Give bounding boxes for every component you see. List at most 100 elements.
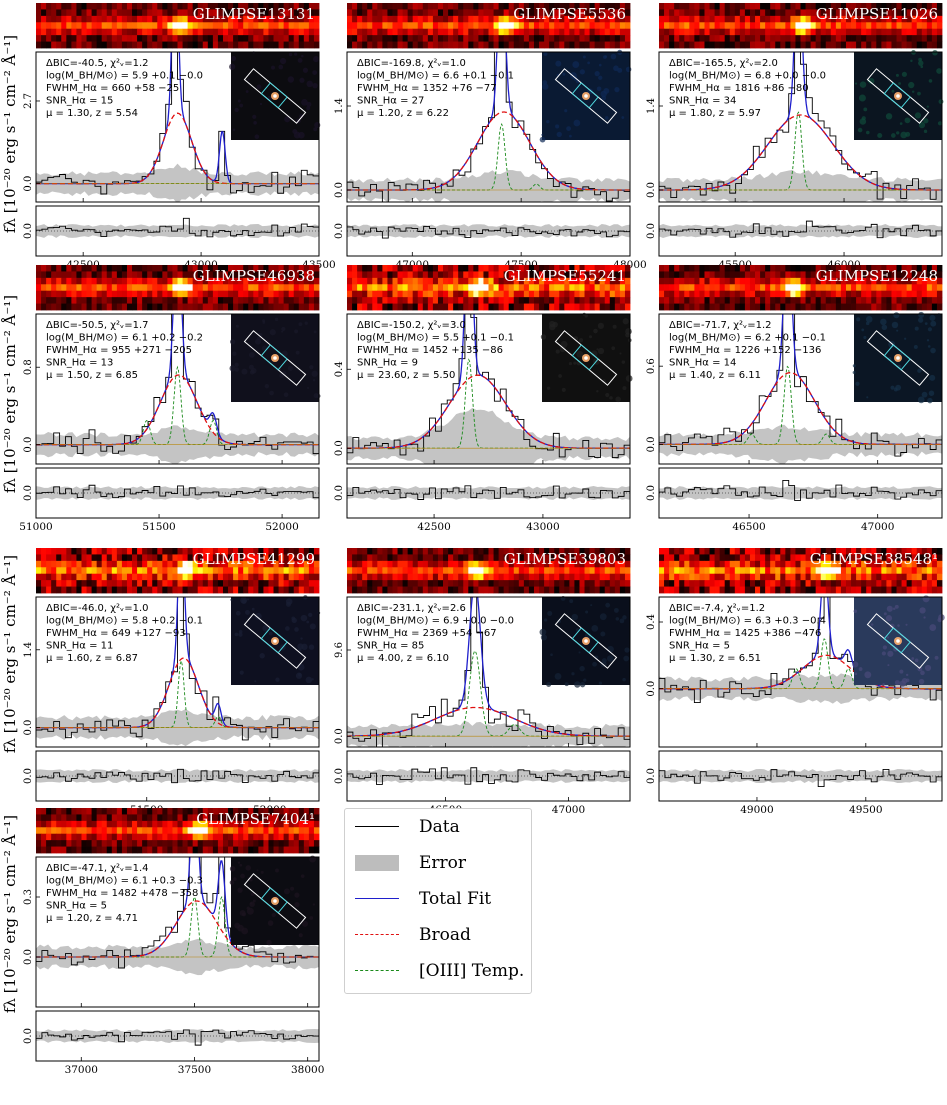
slit-outline [866, 330, 930, 386]
annotation-line: log(M_BH/M⊙) = 5.5 +0.1 −0.1 [357, 333, 514, 344]
annotation-line: μ = 23.60, z = 5.50 [357, 370, 455, 381]
error-band [347, 720, 630, 747]
y-axis-label-row1: fλ [10⁻²⁰ erg s⁻¹ cm⁻² Å⁻¹] [1, 34, 19, 234]
annotation-line: log(M_BH/M⊙) = 6.1 +0.2 −0.2 [46, 333, 203, 344]
main-axes-frame [346, 51, 631, 203]
residual-plot-area [347, 224, 630, 239]
main-plot-area [347, 52, 630, 202]
x-tick-label: 51000 [19, 521, 52, 533]
residual-y-tick-label: 0.0 [23, 768, 34, 784]
annotation-line: ΔBIC=-231.1, χ²ᵥ=2.6 [357, 603, 466, 614]
residual-steps [659, 480, 942, 501]
legend-label-oiii: [OIII] Temp. [419, 961, 525, 981]
y-axis-label-row2: fλ [10⁻²⁰ erg s⁻¹ cm⁻² Å⁻¹] [1, 294, 19, 494]
residual-y-tick-label: 0.0 [23, 223, 34, 239]
residual-axes-frame [346, 467, 631, 519]
annotation-block: ΔBIC=-40.5, χ²ᵥ=1.2 log(M_BH/M⊙) = 5.9 +0… [46, 58, 203, 119]
annotation-line: μ = 1.20, z = 6.22 [357, 108, 449, 119]
annotation-line: SNR_Hα = 13 [46, 358, 113, 369]
cutout-image [852, 595, 945, 687]
broad-curve [347, 706, 630, 737]
main-axes-frame [346, 596, 631, 748]
spectrum-2d-strip [659, 265, 943, 311]
residual-y-tick-label: 0.0 [334, 768, 345, 784]
annotation-line: SNR_Hα = 85 [357, 641, 424, 652]
main-axes-frame [658, 51, 943, 203]
data-steps [347, 314, 630, 459]
panel-glimpse12248: GLIMPSE12248 ΔBIC=-71.7, χ²ᵥ=1.2 log(M_BH/… [646, 265, 943, 533]
cutout-image [539, 49, 632, 143]
residual-axes-frame [35, 467, 320, 519]
annotation-line: log(M_BH/M⊙) = 5.8 +0.2 −0.1 [46, 616, 203, 627]
x-tick-label: 38000 [291, 1064, 324, 1076]
annotation-line: FWHM_Hα = 649 +127 −93 [46, 628, 186, 639]
legend-item-data: Data [355, 813, 460, 841]
residual-y-tick-label: 0.0 [23, 485, 34, 501]
annotation-block: ΔBIC=-71.7, χ²ᵥ=1.2 log(M_BH/M⊙) = 6.2 +0… [669, 320, 826, 381]
residual-steps [36, 217, 319, 238]
panel-title: GLIMPSE41299 [193, 550, 315, 568]
x-tick-label: 42500 [417, 521, 450, 533]
residual-steps [36, 484, 319, 499]
annotation-line: FWHM_Hα = 660 +58 −25 [46, 83, 179, 94]
legend-item-oiii: [OIII] Temp. [355, 957, 524, 985]
annotation-line: FWHM_Hα = 1352 +76 −77 [357, 83, 497, 94]
residual-plot-area [36, 1028, 319, 1046]
annotation-line: ΔBIC=-7.4, χ²ᵥ=1.2 [669, 603, 765, 614]
spectrum-2d-strip [36, 548, 320, 594]
main-plot-area [36, 314, 319, 464]
residual-axes-frame [658, 205, 943, 257]
annotation-line: FWHM_Hα = 1226 +152 −136 [669, 345, 821, 356]
residual-axes-frame [35, 205, 320, 257]
cutout-image [852, 311, 942, 404]
residual-plot-area [36, 484, 319, 501]
residual-axes-frame [346, 750, 631, 802]
annotation-line: μ = 1.20, z = 4.71 [46, 913, 138, 924]
cutout-image [854, 49, 944, 140]
panel-glimpse41299: GLIMPSE41299 ΔBIC=-46.0, χ²ᵥ=1.0 log(M_BH/… [23, 548, 321, 816]
broad-curve [36, 374, 319, 446]
x-tick-label: 51500 [142, 521, 175, 533]
spectrum-2d-strip [659, 548, 943, 594]
y-tick-label: 0.0 [23, 437, 34, 453]
legend: Data Error Total Fit Broad [OIII] Temp. [344, 808, 532, 994]
x-tick-label: 52000 [265, 521, 298, 533]
annotation-block: ΔBIC=-231.1, χ²ᵥ=2.6 log(M_BH/M⊙) = 6.9 +… [357, 603, 514, 664]
data-steps [36, 314, 319, 455]
residual-axes-frame [658, 467, 943, 519]
main-plot-area [36, 52, 319, 202]
y-tick-label: 1.4 [23, 642, 34, 658]
legend-label-total-fit: Total Fit [419, 889, 492, 909]
y-tick-label: 1.4 [646, 98, 657, 114]
main-axes-frame [35, 51, 320, 203]
cutout-image [229, 314, 321, 402]
panel-title: GLIMPSE39803 [504, 550, 626, 568]
spectrum-2d-strip [347, 265, 631, 311]
spectrum-2d-strip [347, 3, 631, 49]
spectrum-2d-strip [36, 808, 320, 854]
slit-outline [243, 68, 307, 124]
y-tick-label: 0.0 [334, 728, 345, 744]
panel-glimpse13131: GLIMPSE13131 ΔBIC=-40.5, χ²ᵥ=1.2 log(M_BH/… [23, 3, 336, 271]
annotation-block: ΔBIC=-150.2, χ²ᵥ=3.0 log(M_BH/M⊙) = 5.5 +… [357, 320, 514, 381]
y-tick-label: 0.0 [646, 182, 657, 198]
slit-outline [554, 613, 618, 669]
residual-steps [347, 485, 630, 500]
main-axes-frame [35, 313, 320, 465]
y-tick-label: 0.0 [334, 182, 345, 198]
x-tick-label: 46500 [732, 521, 765, 533]
y-axis-label-row4: fλ [10⁻²⁰ erg s⁻¹ cm⁻² Å⁻¹] [1, 814, 19, 1014]
residual-plot-area [659, 480, 942, 501]
residual-plot-area [36, 217, 319, 239]
annotation-line: log(M_BH/M⊙) = 6.6 +0.1 −0.1 [357, 71, 514, 82]
annotation-line: ΔBIC=-165.5, χ²ᵥ=2.0 [669, 58, 778, 69]
annotation-line: μ = 1.50, z = 6.85 [46, 370, 138, 381]
panel-title: GLIMPSE38548¹ [810, 550, 938, 568]
y-tick-label: 2.7 [23, 93, 34, 109]
residual-y-tick-label: 0.0 [334, 223, 345, 239]
broad-curve [36, 657, 319, 729]
main-axes-frame [658, 313, 943, 465]
x-tick-label: 37000 [65, 1064, 98, 1076]
total-fit-curve [347, 597, 630, 737]
residual-y-tick-label: 0.0 [646, 485, 657, 501]
